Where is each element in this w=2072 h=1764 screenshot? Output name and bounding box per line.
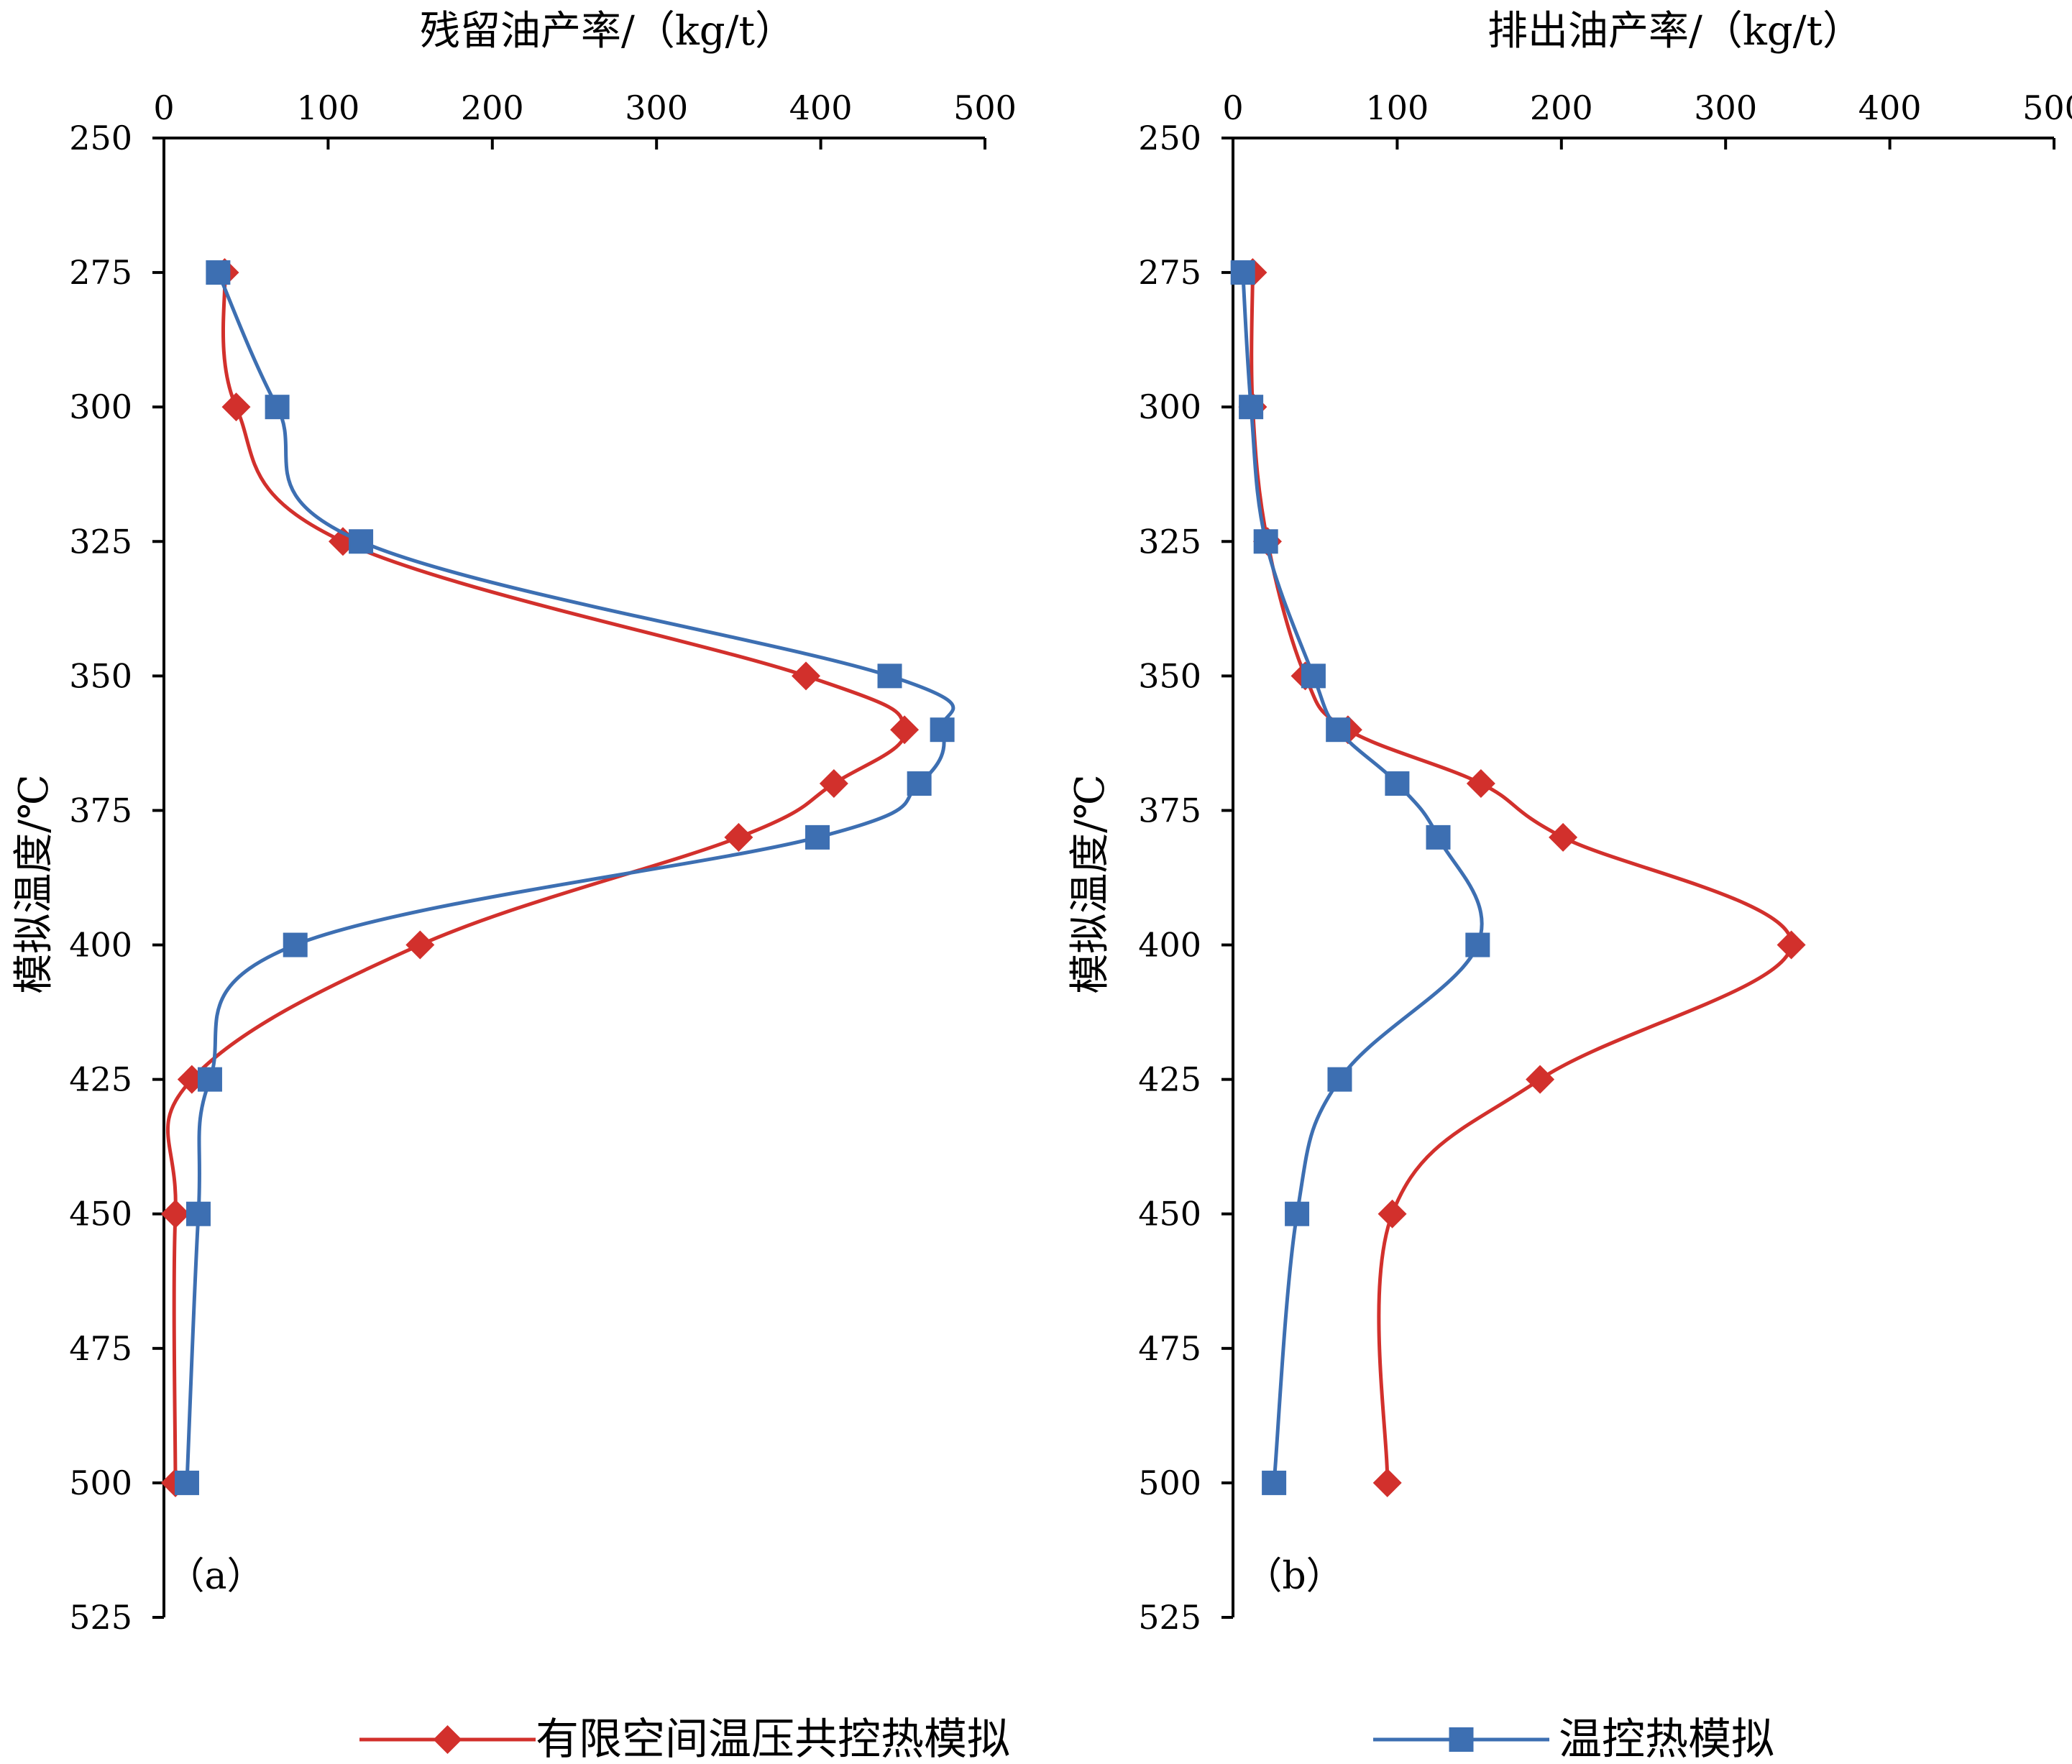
data-point [1549, 822, 1578, 852]
y-axis-title: 模拟温度/℃ [11, 774, 58, 994]
data-point [1526, 1065, 1555, 1094]
x-axis-title: 排出油产率/（kg/t） [1487, 8, 1863, 55]
data-point [1253, 529, 1278, 554]
data-point [405, 930, 435, 960]
data-point [1301, 663, 1326, 689]
data-point [265, 395, 290, 420]
y-tick-label: 400 [69, 926, 132, 965]
data-point [174, 1470, 199, 1495]
series-line [1250, 272, 1794, 1483]
y-tick-label: 375 [69, 791, 132, 830]
panel-label: （b） [1244, 1555, 1343, 1598]
data-point [197, 1067, 222, 1092]
data-point [805, 824, 830, 850]
data-point [1466, 769, 1495, 799]
y-tick-label: 525 [1138, 1598, 1201, 1637]
data-point [283, 932, 308, 957]
legend-marker [1449, 1727, 1474, 1752]
x-tick-label: 0 [153, 88, 174, 127]
x-tick-label: 100 [296, 88, 359, 127]
y-tick-label: 250 [69, 119, 132, 157]
y-tick-label: 275 [1138, 253, 1201, 292]
data-point [160, 1199, 190, 1228]
x-axis-title: 残留油产率/（kg/t） [420, 8, 795, 55]
data-point [792, 661, 821, 691]
data-point [907, 771, 932, 796]
data-point [877, 663, 902, 689]
panel-a: 0 100 200 300 400 500 250 275 300 325 350 375 400 425… [11, 8, 1017, 1637]
x-tick-label: 200 [461, 88, 524, 127]
y-tick-label: 450 [1138, 1195, 1201, 1234]
x-tick-label: 500 [953, 88, 1017, 127]
y-tick-label: 250 [1138, 119, 1201, 157]
x-tick-label: 200 [1530, 88, 1593, 127]
data-point [349, 529, 374, 554]
series-line [185, 272, 955, 1484]
data-point [206, 260, 231, 285]
y-tick-label: 375 [1138, 791, 1201, 830]
data-point [1377, 1199, 1407, 1228]
y-tick-label: 300 [69, 387, 132, 426]
y-tick-label: 300 [1138, 387, 1201, 426]
data-point [1465, 932, 1490, 957]
y-axis-title: 模拟温度/℃ [1067, 774, 1114, 994]
y-tick-label: 475 [1138, 1329, 1201, 1368]
series-line [1241, 272, 1484, 1484]
x-tick-label: 400 [789, 88, 853, 127]
data-point [930, 717, 955, 743]
y-tick-label: 500 [69, 1464, 132, 1502]
data-point [185, 1201, 211, 1226]
legend-label: 有限空间温压共控热模拟 [536, 1714, 1010, 1764]
x-tick-label: 300 [625, 88, 688, 127]
data-point [1262, 1470, 1287, 1495]
y-tick-label: 475 [69, 1329, 132, 1368]
data-point [221, 392, 251, 422]
y-tick-label: 325 [1138, 522, 1201, 561]
x-tick-label: 500 [2022, 88, 2072, 127]
data-point [1372, 1468, 1402, 1497]
panel-b: 0 100 200 300 400 500 250 275 300 325 350 375 400 425… [1067, 8, 2072, 1637]
y-tick-label: 425 [69, 1060, 132, 1099]
series-line [165, 272, 907, 1483]
y-tick-label: 275 [69, 253, 132, 292]
data-point [1385, 771, 1410, 796]
y-tick-label: 400 [1138, 926, 1201, 965]
data-point [1426, 824, 1451, 850]
data-point [1326, 717, 1351, 743]
legend: 有限空间温压共控热模拟 温控热模拟 [359, 1714, 1774, 1764]
y-tick-label: 500 [1138, 1464, 1201, 1502]
y-tick-label: 350 [69, 656, 132, 695]
data-point [1327, 1067, 1352, 1092]
x-tick-label: 100 [1365, 88, 1429, 127]
x-tick-label: 0 [1222, 88, 1243, 127]
legend-marker [433, 1725, 462, 1754]
y-tick-label: 325 [69, 522, 132, 561]
legend-label: 温控热模拟 [1559, 1714, 1774, 1764]
data-point [724, 822, 753, 852]
data-point [1239, 395, 1264, 420]
y-tick-label: 350 [1138, 656, 1201, 695]
x-tick-label: 400 [1858, 88, 1922, 127]
panel-label: （a） [167, 1555, 264, 1598]
data-point [1285, 1201, 1310, 1226]
data-point [819, 769, 848, 799]
data-point [1777, 930, 1806, 960]
y-tick-label: 425 [1138, 1060, 1201, 1099]
y-tick-label: 525 [69, 1598, 132, 1637]
x-tick-label: 300 [1694, 88, 1757, 127]
data-point [1230, 260, 1255, 285]
data-point [890, 715, 920, 745]
y-tick-label: 450 [69, 1195, 132, 1234]
